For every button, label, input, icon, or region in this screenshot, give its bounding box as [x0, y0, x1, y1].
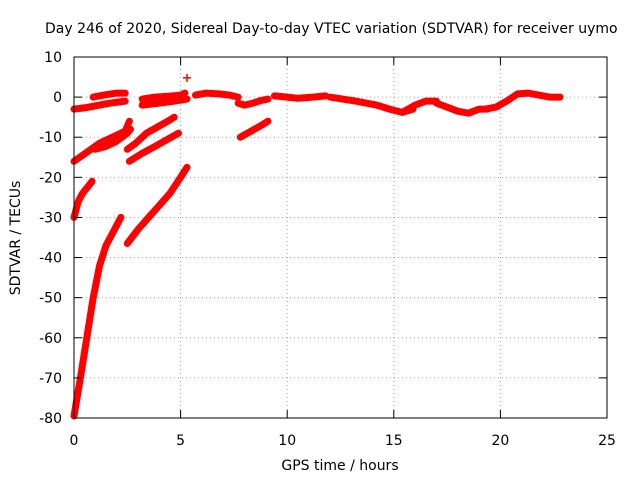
grid [74, 57, 607, 418]
data-series-arc-13 [234, 95, 272, 109]
data-series-arc-1 [70, 213, 125, 420]
outlier-marker [182, 73, 191, 82]
y-tick-label: -10 [39, 130, 62, 146]
y-tick-label: -30 [39, 210, 62, 226]
x-tick-label: 0 [70, 433, 79, 449]
data-series-arc-9 [123, 113, 178, 153]
x-tick-label: 25 [598, 433, 616, 449]
x-axis-label: GPS time / hours [281, 458, 398, 474]
data-series-arc-10 [138, 95, 191, 109]
y-tick-label: -40 [39, 251, 62, 267]
data-series-arc-20 [524, 89, 564, 101]
data-series-arc-15 [270, 92, 330, 102]
tick-labels: 10 0 -10 -20 -30 -40 -50 -60 -70 -80 0 5 10 15 20 25 [39, 50, 616, 449]
y-tick-label: -60 [39, 331, 62, 347]
data-series-arc-5 [89, 89, 129, 101]
data-series-arc-16 [326, 93, 417, 116]
data-series-arc-7 [123, 163, 191, 247]
data-series-arc-2 [70, 177, 96, 221]
data-series-arc-6 [91, 125, 134, 153]
chart-title: Day 246 of 2020, Sidereal Day-to-day VTE… [45, 21, 618, 37]
data-series-arc-11 [138, 89, 189, 103]
x-tick-label: 5 [176, 433, 185, 449]
y-tick-label: 10 [44, 50, 62, 66]
axis-ticks [73, 56, 608, 419]
y-tick-label: -20 [39, 170, 62, 186]
x-tick-label: 20 [491, 433, 509, 449]
y-tick-label: -70 [39, 371, 62, 387]
data-series-arc-8 [125, 129, 182, 165]
data-series-arc-17 [401, 97, 440, 115]
data-series-arc-14 [236, 117, 272, 141]
data-series-arc-19 [482, 89, 532, 113]
data-series-arc-18 [432, 99, 492, 117]
y-axis-label: SDTVAR / TECUs [8, 181, 24, 296]
y-tick-label: -80 [39, 411, 62, 427]
y-tick-label: 0 [53, 90, 62, 106]
x-tick-label: 15 [385, 433, 403, 449]
x-tick-label: 10 [278, 433, 296, 449]
plot-frame [73, 56, 608, 419]
data-series-arc-12 [192, 89, 242, 101]
data-series-arc-4 [70, 97, 129, 113]
y-tick-label: -50 [39, 291, 62, 307]
data-series [70, 73, 564, 420]
